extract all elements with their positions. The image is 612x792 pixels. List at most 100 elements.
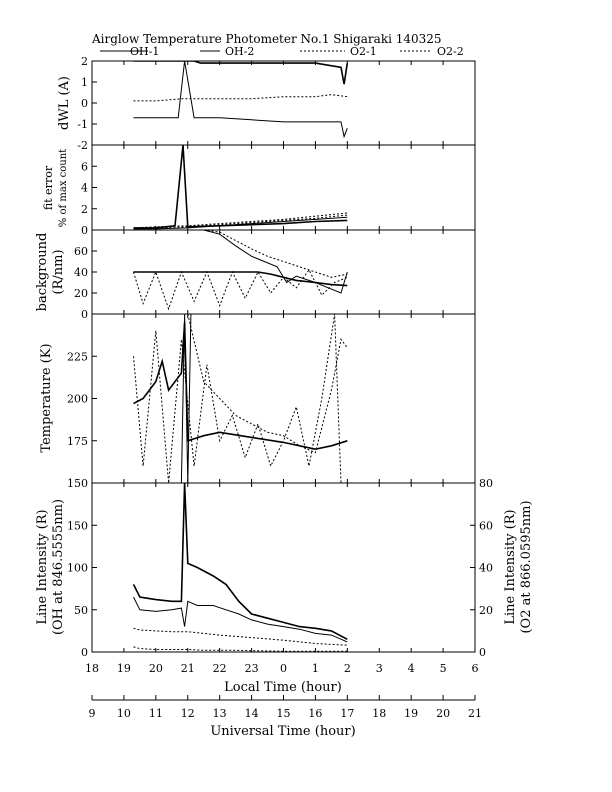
intensity-right-axis-subtitle: (O2 at 866.0595nm)	[519, 500, 534, 633]
local-tick-label: 5	[440, 662, 447, 675]
ytick-label-intensity: 0	[81, 646, 88, 659]
legend: OH-1 OH-2 O2-1 O2-2	[100, 45, 464, 58]
ytick-right-label-intensity: 40	[479, 562, 493, 575]
local-tick-label: 23	[245, 662, 259, 675]
ytick-label-background: 60	[74, 245, 88, 258]
utc-tick-label: 15	[277, 707, 291, 720]
panel-temperature: 225 200 175 150	[67, 313, 476, 490]
local-tick-label: 4	[408, 662, 415, 675]
ytick-label-dwl: -2	[77, 139, 88, 152]
utc-tick-label: 11	[149, 707, 163, 720]
legend-label-o2-2: O2-2	[437, 45, 464, 58]
ytick-right-label-intensity: 20	[479, 604, 493, 617]
utc-tick-label: 13	[213, 707, 227, 720]
utc-tick-label: 21	[468, 707, 482, 720]
utc-tick-label: 10	[117, 707, 131, 720]
series-line-temperature-o2-2	[133, 314, 342, 483]
series-line-temperature-oh-2	[180, 314, 192, 483]
series-group-temperature	[133, 314, 348, 483]
ytick-label-temperature: 200	[67, 393, 88, 406]
ytick-label-dwl: -1	[77, 118, 88, 131]
ytick-label-background: 40	[74, 266, 88, 279]
fit-error-axis-title: fit error	[42, 165, 55, 210]
panel-background: 60 40 20 0	[74, 229, 476, 321]
utc-tick-label: 17	[340, 707, 354, 720]
ytick-label-fit_error: 6	[81, 160, 88, 173]
intensity-axis-subtitle: (OH at 846.5555nm)	[51, 499, 66, 635]
local-tick-label: 0	[280, 662, 287, 675]
figure-title: Airglow Temperature Photometer No.1 Shig…	[91, 32, 442, 46]
series-group-background	[133, 230, 348, 311]
series-line-dwl-oh-1	[133, 61, 349, 85]
local-tick-label: 20	[149, 662, 163, 675]
legend-label-oh-1: OH-1	[130, 45, 159, 58]
background-axis-title: background	[35, 233, 50, 312]
ytick-label-dwl: 2	[81, 55, 88, 68]
series-line-background-oh-1	[133, 271, 348, 287]
series-group-intensity	[132, 483, 348, 652]
series-line-background-oh-2	[203, 230, 348, 294]
ytick-right-label-intensity: 80	[479, 477, 493, 490]
panel-dwl: 2 1 0 -1 -2	[77, 55, 476, 152]
series-line-intensity-oh-2	[133, 596, 348, 643]
series-line-fit_error-o2-2	[133, 214, 348, 230]
series-line-fit_error-oh-1	[133, 145, 348, 229]
series-line-background-o2-1	[203, 230, 348, 278]
panel-intensity: 150 100 50 0 80 60 40 20 0	[67, 477, 493, 659]
ytick-label-dwl: 0	[81, 97, 88, 110]
local-tick-label: 22	[213, 662, 227, 675]
utc-tick-label: 9	[89, 707, 96, 720]
panels: 210-1-2642060402002252001751501501005008…	[67, 55, 493, 659]
local-tick-label: 6	[472, 662, 479, 675]
utc-tick-label: 20	[436, 707, 450, 720]
series-group-dwl	[133, 61, 349, 145]
series-line-intensity-oh-1	[132, 483, 348, 641]
panel-frame-dwl	[91, 60, 476, 146]
ytick-right-label-intensity: 0	[479, 646, 486, 659]
local-tick-label: 3	[376, 662, 383, 675]
local-tick-label: 2	[344, 662, 351, 675]
universal-time-axis-title: Universal Time (hour)	[210, 724, 355, 739]
intensity-axis-title: Line Intensity (R)	[35, 509, 50, 624]
intensity-right-axis-title: Line Intensity (R)	[503, 509, 518, 624]
legend-label-o2-1: O2-1	[350, 45, 377, 58]
dwl-axis-title: dWL (A)	[57, 76, 72, 130]
ytick-label-background: 20	[74, 287, 88, 300]
ytick-label-intensity: 50	[74, 604, 88, 617]
fit-error-axis-subtitle: % of max count	[58, 149, 69, 227]
series-line-background-o2-2	[133, 268, 348, 311]
ytick-label-dwl: 1	[81, 76, 88, 89]
local-time-axis: 18 19 20 21 22 23 0 1 2 3 4 5 6	[85, 662, 479, 675]
utc-tick-label: 14	[245, 707, 259, 720]
ytick-label-intensity: 150	[67, 519, 88, 532]
series-line-fit_error-oh-2	[133, 216, 348, 230]
local-tick-label: 1	[312, 662, 319, 675]
utc-tick-label: 12	[181, 707, 195, 720]
series-line-temperature-oh-1	[133, 322, 348, 451]
series-line-temperature-o2-1	[187, 314, 348, 454]
legend-label-oh-2: OH-2	[225, 45, 254, 58]
panel-frame-fit_error	[91, 144, 476, 231]
local-tick-label: 21	[181, 662, 195, 675]
ytick-label-temperature: 175	[67, 435, 88, 448]
local-tick-label: 18	[85, 662, 99, 675]
utc-tick-label: 18	[372, 707, 386, 720]
series-group-fit_error	[133, 145, 348, 230]
local-tick-label: 19	[117, 662, 131, 675]
panel-frame-temperature	[91, 313, 476, 484]
ytick-right-label-intensity: 60	[479, 519, 493, 532]
utc-tick-label: 16	[308, 707, 322, 720]
ytick-label-temperature: 150	[67, 477, 88, 490]
series-line-fit_error-o2-1	[133, 212, 348, 229]
ytick-label-background: 0	[81, 308, 88, 321]
utc-tick-label: 19	[404, 707, 418, 720]
series-line-dwl-o2-1	[133, 94, 348, 102]
background-axis-subtitle: (R/nm)	[51, 249, 66, 294]
series-line-dwl-oh-2	[133, 61, 348, 139]
universal-time-axis: 9 10 11 12 13 14 15 16 17 18 19 20 21	[89, 695, 482, 720]
ytick-label-fit_error: 0	[81, 224, 88, 237]
ytick-label-intensity: 100	[67, 562, 88, 575]
ytick-label-fit_error: 4	[81, 182, 88, 195]
series-line-intensity-o2-2	[133, 627, 348, 646]
